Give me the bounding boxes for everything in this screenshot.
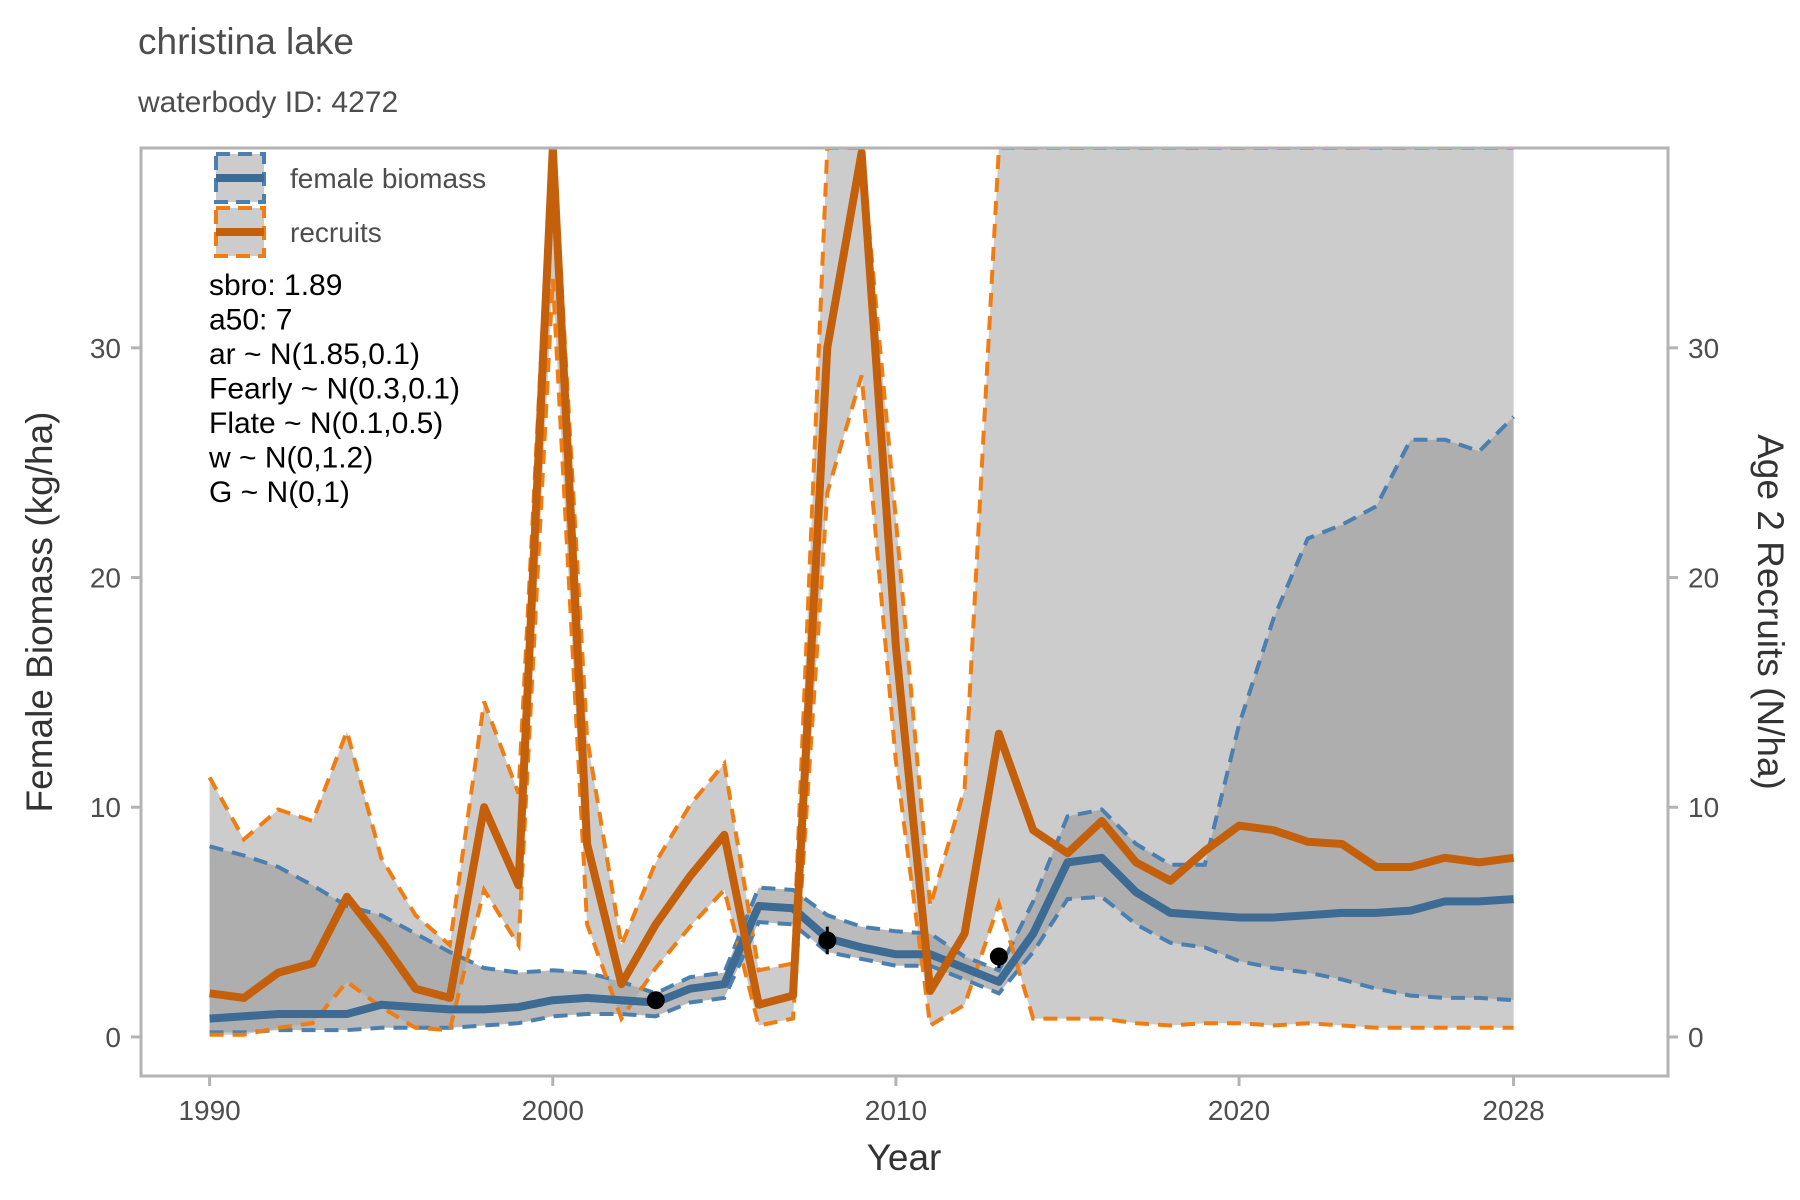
recruits-lower-bound [209,278,1514,1037]
parameter-annotation: ar ~ N(1.85,0.1) [209,338,420,371]
y-tick-label-left: 20 [90,563,121,594]
recruits-line [209,148,1515,1009]
parameter-annotation: Flate ~ N(0.1,0.5) [209,407,443,440]
parameter-annotation: G ~ N(0,1) [209,476,350,509]
parameter-annotation: a50: 7 [209,304,292,337]
legend: female biomass recruits [214,152,486,258]
observation-point [989,947,1008,966]
biomass-lower-bound [209,894,1514,1035]
y-tick-label-right: 20 [1688,563,1719,594]
x-axis-title: Year [867,1137,942,1178]
legend-label-recruits: recruits [290,217,382,248]
parameter-annotation: sbro: 1.89 [209,269,342,302]
biomass-interval-band [209,416,1514,1033]
x-tick-label: 2010 [865,1095,927,1126]
biomass-upper-bound [209,415,1516,996]
x-tick-label: 2020 [1208,1095,1270,1126]
y-tick-label-right: 10 [1688,792,1719,823]
x-tick-label: 1990 [178,1095,240,1126]
y-tick-label-left: 30 [90,333,121,364]
parameter-annotation: w ~ N(0,1.2) [208,442,373,475]
chart-title: christina lake [138,21,354,62]
y-tick-label-right: 0 [1688,1022,1704,1053]
y-tick-label-left: 10 [90,792,121,823]
plot-area [207,148,1516,1037]
y-axis-title-left: Female Biomass (kg/ha) [19,412,60,813]
biomass-line [209,853,1514,1023]
recruits-interval-band [209,148,1514,1035]
y-tick-label-right: 30 [1688,333,1719,364]
chart-subtitle: waterbody ID: 4272 [137,86,398,119]
x-tick-label: 2000 [522,1095,584,1126]
y-axis-title-right: Age 2 Recruits (N/ha) [1750,434,1791,790]
x-tick-label: 2028 [1482,1095,1544,1126]
recruits-upper-bound [207,148,1514,973]
observation-point [646,991,665,1010]
y-tick-label-left: 0 [105,1022,121,1053]
observation-point [818,931,837,950]
plot-frame [139,146,1670,1078]
parameter-annotation: Fearly ~ N(0.3,0.1) [209,373,460,406]
legend-label-biomass: female biomass [290,163,486,194]
